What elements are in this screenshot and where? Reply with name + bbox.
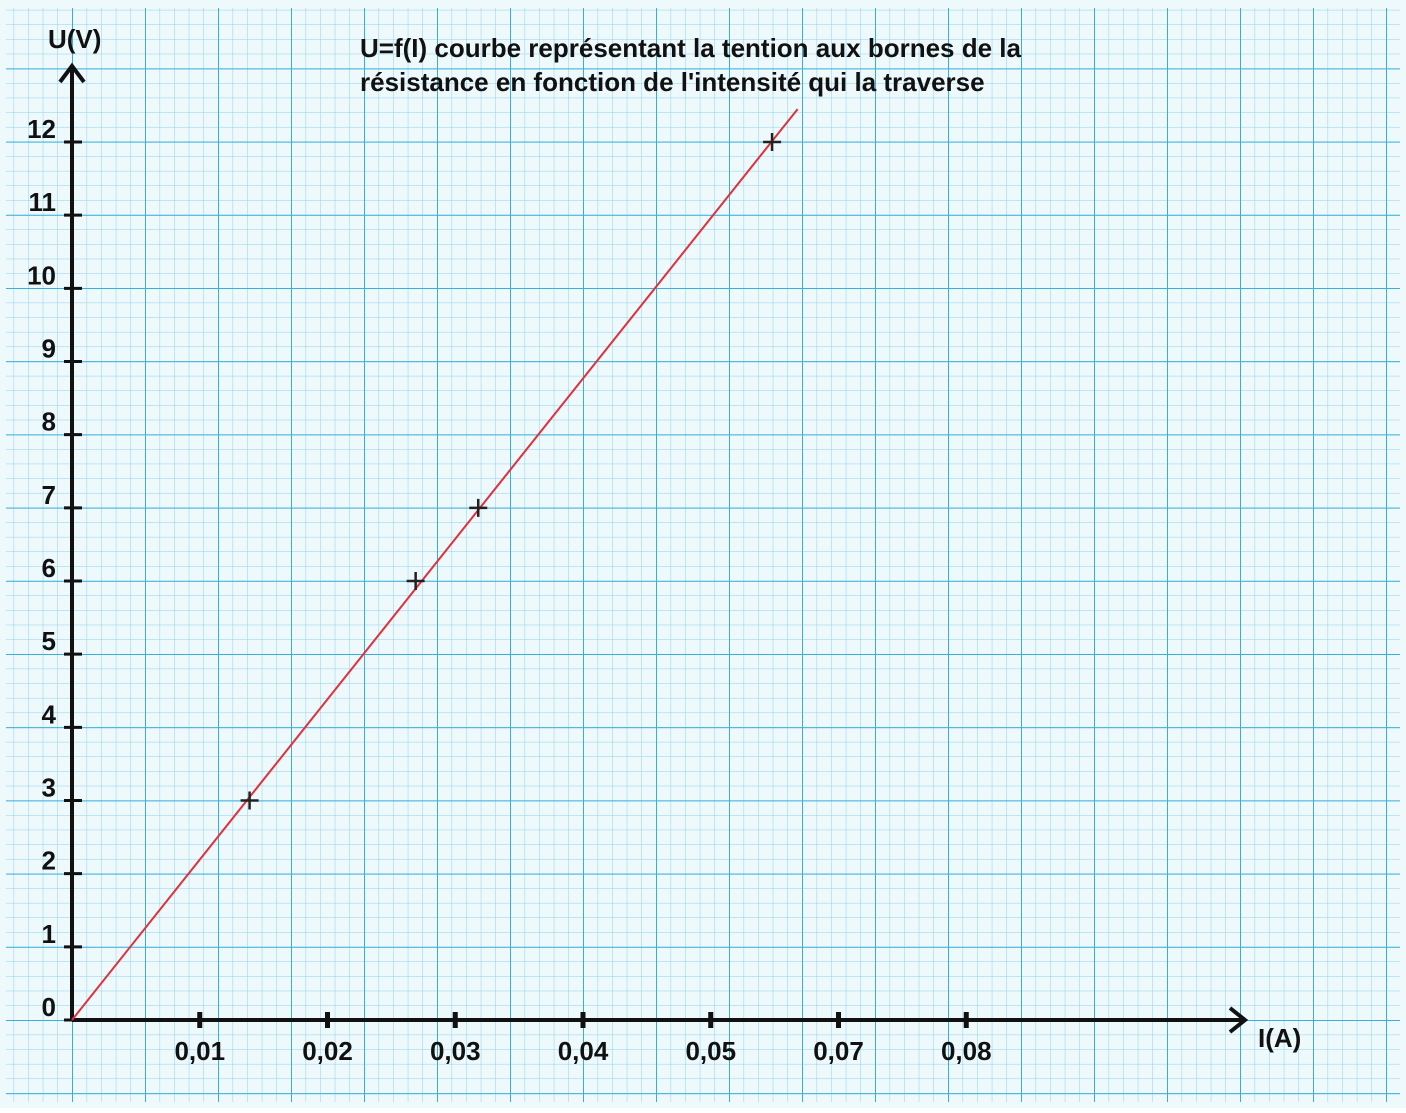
data-point — [406, 572, 425, 590]
x-tick-label: 0,05 — [685, 1036, 736, 1066]
data-point — [469, 498, 488, 517]
y-tick-label: 0 — [42, 992, 56, 1022]
y-tick-label: 2 — [42, 846, 56, 876]
chart-title: résistance en fonction de l'intensité qu… — [360, 67, 985, 97]
axes — [58, 62, 1249, 1034]
y-tick-label: 8 — [42, 407, 56, 437]
y-tick-label: 5 — [42, 626, 56, 656]
fit-line — [71, 108, 799, 1021]
x-tick-label: 0,07 — [813, 1036, 864, 1066]
y-tick-label: 9 — [42, 334, 56, 364]
y-axis-label: U(V) — [48, 24, 101, 54]
x-tick-label: 0,03 — [430, 1036, 481, 1066]
x-tick-label: 0,01 — [174, 1036, 225, 1066]
x-tick-label: 0,08 — [941, 1036, 992, 1066]
y-tick-label: 4 — [42, 699, 57, 729]
x-tick-label: 0,02 — [302, 1036, 353, 1066]
data-point — [763, 133, 782, 151]
x-axis-label: I(A) — [1258, 1023, 1301, 1053]
y-tick-label: 10 — [27, 260, 56, 290]
chart-title: U=f(I) courbe représentant la tention au… — [360, 33, 1022, 63]
y-tick-label: 3 — [42, 773, 56, 803]
y-tick-label: 12 — [27, 114, 56, 144]
x-tick-label: 0,04 — [558, 1036, 609, 1066]
y-tick-label: 7 — [42, 480, 56, 510]
y-tick-label: 11 — [29, 187, 57, 217]
y-tick-label: 6 — [42, 553, 56, 583]
major-grid — [6, 8, 1400, 1102]
data-point — [240, 791, 259, 810]
y-tick-label: 1 — [42, 919, 56, 949]
